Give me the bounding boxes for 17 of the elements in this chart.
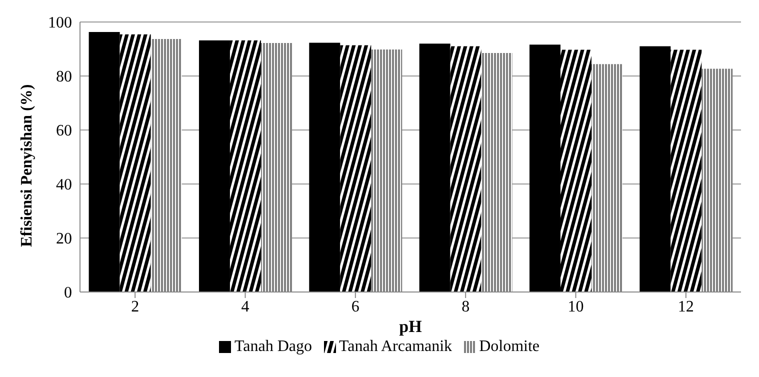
y-tick-label: 100 bbox=[48, 14, 72, 32]
y-tick-label: 0 bbox=[64, 284, 72, 302]
x-tick-label: 6 bbox=[351, 298, 360, 316]
x-axis-title: pH bbox=[399, 317, 422, 336]
y-axis-title: Efisiensi Penyishan (%) bbox=[18, 84, 36, 247]
text: Tanah Arcamanik bbox=[338, 338, 452, 356]
text: Dolomite bbox=[478, 338, 540, 356]
y-tick-label: 40 bbox=[56, 176, 72, 194]
legend-label: Tanah Dago bbox=[233, 338, 312, 356]
x-tick-label: 12 bbox=[678, 298, 694, 316]
x-tick-label: 8 bbox=[462, 298, 470, 316]
x-tick-label: 2 bbox=[131, 298, 140, 316]
y-tick-label: 80 bbox=[56, 68, 72, 86]
y-tick-label: 20 bbox=[56, 230, 72, 248]
y-tick-label: 60 bbox=[56, 122, 72, 140]
x-tick-label: 10 bbox=[568, 298, 584, 316]
x-tick-label: 4 bbox=[241, 298, 250, 316]
